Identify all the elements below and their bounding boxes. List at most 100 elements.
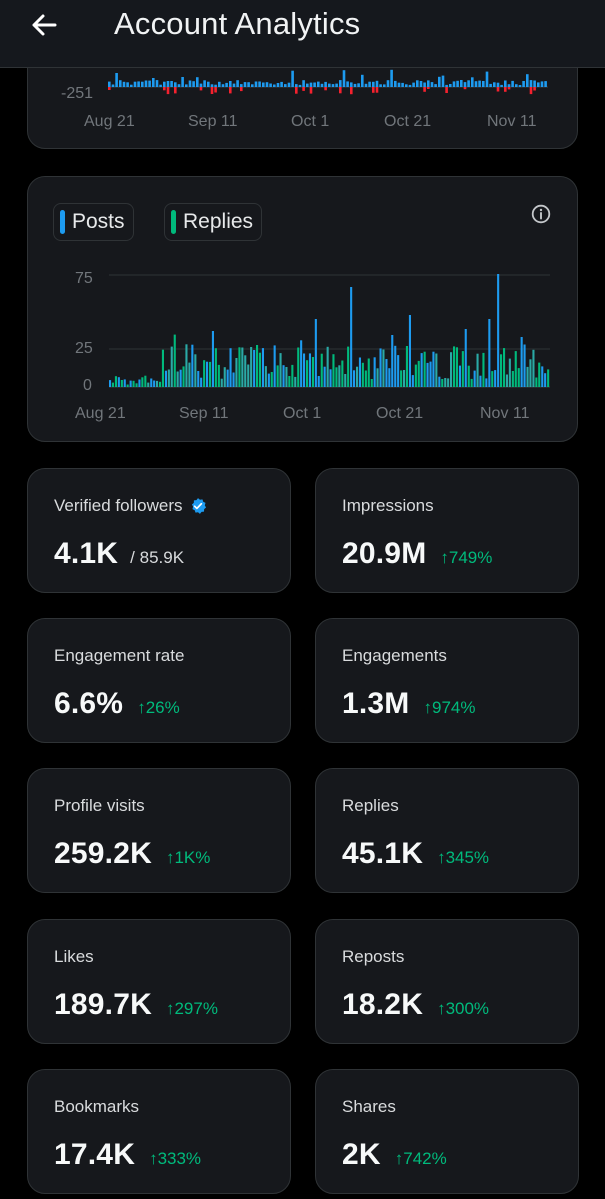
followers-lost-bar xyxy=(463,87,467,90)
activity-bar xyxy=(420,353,423,387)
activity-bar xyxy=(417,360,420,387)
stat-card-bookmarks[interactable]: Bookmarks 17.4K ↑333% xyxy=(27,1069,291,1194)
activity-bar xyxy=(182,366,185,387)
followers-lost-bar xyxy=(309,87,313,94)
back-button[interactable] xyxy=(24,6,64,46)
stat-card-profile-visits[interactable]: Profile visits 259.2K ↑1K% xyxy=(27,768,291,893)
activity-bar xyxy=(111,382,114,387)
stat-card-likes[interactable]: Likes 189.7K ↑297% xyxy=(27,919,291,1044)
activity-bar xyxy=(241,347,244,387)
activity-bar xyxy=(209,361,212,387)
activity-bar xyxy=(294,376,297,387)
followers-gained-bar xyxy=(119,80,122,87)
followers-gained-bar xyxy=(460,80,463,87)
followers-gained-bar xyxy=(155,80,159,87)
activity-bar xyxy=(167,369,170,387)
stat-delta: ↑974% xyxy=(423,698,476,717)
stat-card-reposts[interactable]: Reposts 18.2K ↑300% xyxy=(315,919,579,1044)
activity-bar xyxy=(441,379,444,387)
stat-label: Engagements xyxy=(342,646,447,665)
activity-bar xyxy=(288,376,291,387)
stat-value: 2K xyxy=(342,1138,381,1171)
activity-bar xyxy=(529,359,532,387)
stat-card-engagements[interactable]: Engagements 1.3M ↑974% xyxy=(315,618,579,743)
followers-lost-bar xyxy=(507,87,511,90)
followers-gained-bar xyxy=(408,84,412,87)
followers-gained-bar xyxy=(346,81,349,87)
verified-badge-icon xyxy=(191,498,206,514)
activity-bar xyxy=(444,378,447,387)
activity-bar xyxy=(161,349,164,387)
followers-gained-bar xyxy=(471,77,474,87)
stat-card-shares[interactable]: Shares 2K ↑742% xyxy=(315,1069,579,1194)
followers-lost-bar xyxy=(240,87,243,92)
activity-bar xyxy=(414,364,417,387)
activity-bar xyxy=(314,319,317,387)
activity-bar xyxy=(256,345,259,387)
stat-value: 259.2K xyxy=(54,837,152,870)
stat-card-verified-followers[interactable]: Verified followers 4.1K / 85.9K xyxy=(27,468,291,593)
activity-bar xyxy=(200,377,203,387)
net-followers-chart xyxy=(108,69,548,95)
followers-gained-bar xyxy=(474,81,478,87)
activity-bar xyxy=(426,362,429,387)
activity-bar xyxy=(326,346,329,387)
legend-posts-label: Posts xyxy=(72,210,125,233)
activity-bar xyxy=(423,351,426,387)
followers-lost-bar xyxy=(163,87,166,91)
x-tick-label: Oct 21 xyxy=(376,405,424,422)
followers-lost-bar xyxy=(423,87,426,92)
followers-gained-bar xyxy=(368,81,371,87)
followers-gained-bar xyxy=(309,82,313,87)
activity-bar xyxy=(179,369,182,387)
followers-gained-bar xyxy=(386,80,390,87)
followers-gained-bar xyxy=(445,84,448,87)
followers-gained-bar xyxy=(269,83,272,87)
followers-lost-bar xyxy=(529,87,533,95)
followers-gained-bar xyxy=(496,82,500,87)
activity-bar xyxy=(135,383,138,387)
activity-bar xyxy=(153,380,156,387)
activity-bar xyxy=(497,274,500,387)
stat-card-engagement-rate[interactable]: Engagement rate 6.6% ↑26% xyxy=(27,618,291,743)
followers-gained-bar xyxy=(188,80,192,87)
stat-value-row: 2K ↑742% xyxy=(342,1138,447,1172)
followers-gained-bar xyxy=(126,82,129,87)
followers-lost-bar xyxy=(214,87,217,93)
followers-gained-bar xyxy=(335,83,338,87)
activity-bar xyxy=(223,367,226,387)
activity-bar xyxy=(494,370,497,387)
activity-bar xyxy=(261,348,264,387)
followers-gained-bar xyxy=(247,82,250,87)
stat-value-row: 189.7K ↑297% xyxy=(54,988,218,1022)
followers-gained-bar xyxy=(265,82,269,87)
legend-posts-toggle[interactable]: Posts xyxy=(53,203,134,241)
activity-bar xyxy=(505,374,508,387)
activity-bar xyxy=(217,364,220,387)
activity-bar xyxy=(373,357,376,387)
followers-gained-bar xyxy=(229,81,232,87)
followers-gained-bar xyxy=(192,81,195,87)
followers-gained-bar xyxy=(196,77,199,87)
stat-card-replies[interactable]: Replies 45.1K ↑345% xyxy=(315,768,579,893)
activity-bar xyxy=(176,371,179,387)
followers-gained-bar xyxy=(485,71,489,87)
followers-gained-bar xyxy=(254,81,258,87)
activity-bar xyxy=(250,347,253,387)
info-icon[interactable] xyxy=(531,204,551,224)
followers-gained-bar xyxy=(419,81,423,87)
activity-bar xyxy=(306,360,309,387)
legend-replies-toggle[interactable]: Replies xyxy=(164,203,263,241)
followers-lost-bar xyxy=(339,87,342,94)
stat-delta: ↑1K% xyxy=(165,848,211,867)
activity-bar xyxy=(429,361,432,387)
activity-bar xyxy=(311,357,314,387)
followers-lost-bar xyxy=(295,87,298,94)
stat-card-impressions[interactable]: Impressions 20.9M ↑749% xyxy=(315,468,579,593)
followers-gained-bar xyxy=(284,84,287,87)
activity-bar xyxy=(156,380,159,387)
followers-gained-bar xyxy=(526,74,529,87)
followers-lost-bar xyxy=(375,87,379,93)
activity-bar xyxy=(385,359,388,387)
followers-gained-bar xyxy=(463,82,467,87)
